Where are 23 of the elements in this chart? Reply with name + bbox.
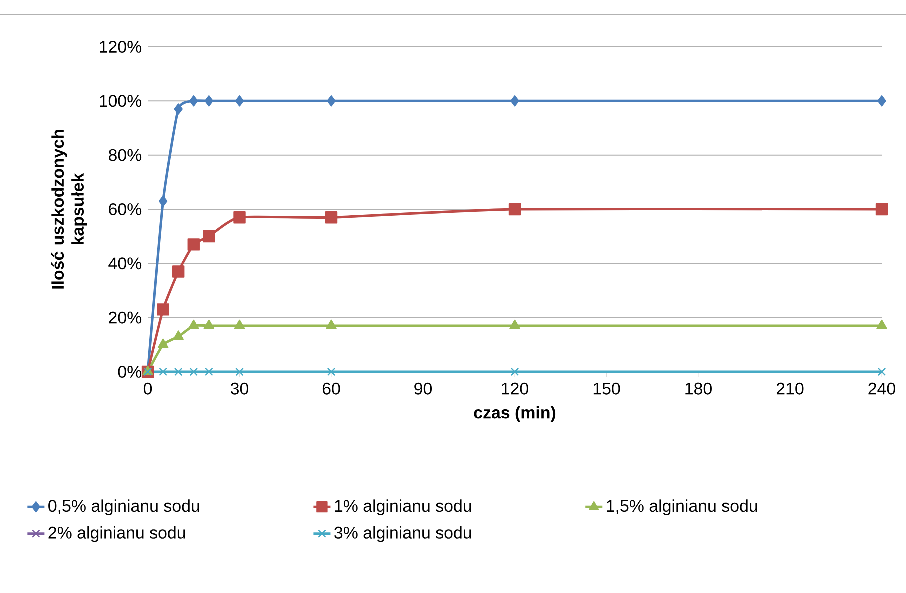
x-axis-title: czas (min) (474, 406, 556, 422)
x-tick-label: 240 (868, 382, 896, 395)
y-tick-label: 60% (109, 203, 142, 216)
x-tick-label: 210 (776, 382, 804, 395)
x-tick-label: 180 (686, 382, 712, 395)
y-tick-label: 40% (108, 258, 142, 270)
y-tick-label: 120% (100, 40, 142, 53)
x-tick-label: 30 (230, 382, 249, 395)
legend-label: 0,5% alginianu sodu (48, 500, 200, 516)
y-axis-title: Ilość uszkodzonych kapsułek (51, 130, 88, 289)
y-tick-label: 20% (109, 312, 142, 324)
x-tick-label: 150 (594, 382, 620, 395)
y-tick-label: 100% (100, 95, 142, 108)
x-tick-label: 0 (144, 382, 152, 395)
x-tick-label: 120 (502, 382, 528, 395)
y-tick-label: 80% (109, 149, 142, 162)
legend-label: 2% alginianu sodu (48, 526, 186, 542)
x-tick-label: 90 (414, 382, 432, 395)
legend-label: 1,5% alginianu sodu (607, 500, 758, 516)
x-tick-label: 60 (322, 382, 340, 395)
legend-label: 1% alginianu sodu (335, 500, 472, 516)
legend-label: 3% alginianu sodu (334, 526, 472, 542)
y-tick-label: 0% (118, 366, 142, 378)
